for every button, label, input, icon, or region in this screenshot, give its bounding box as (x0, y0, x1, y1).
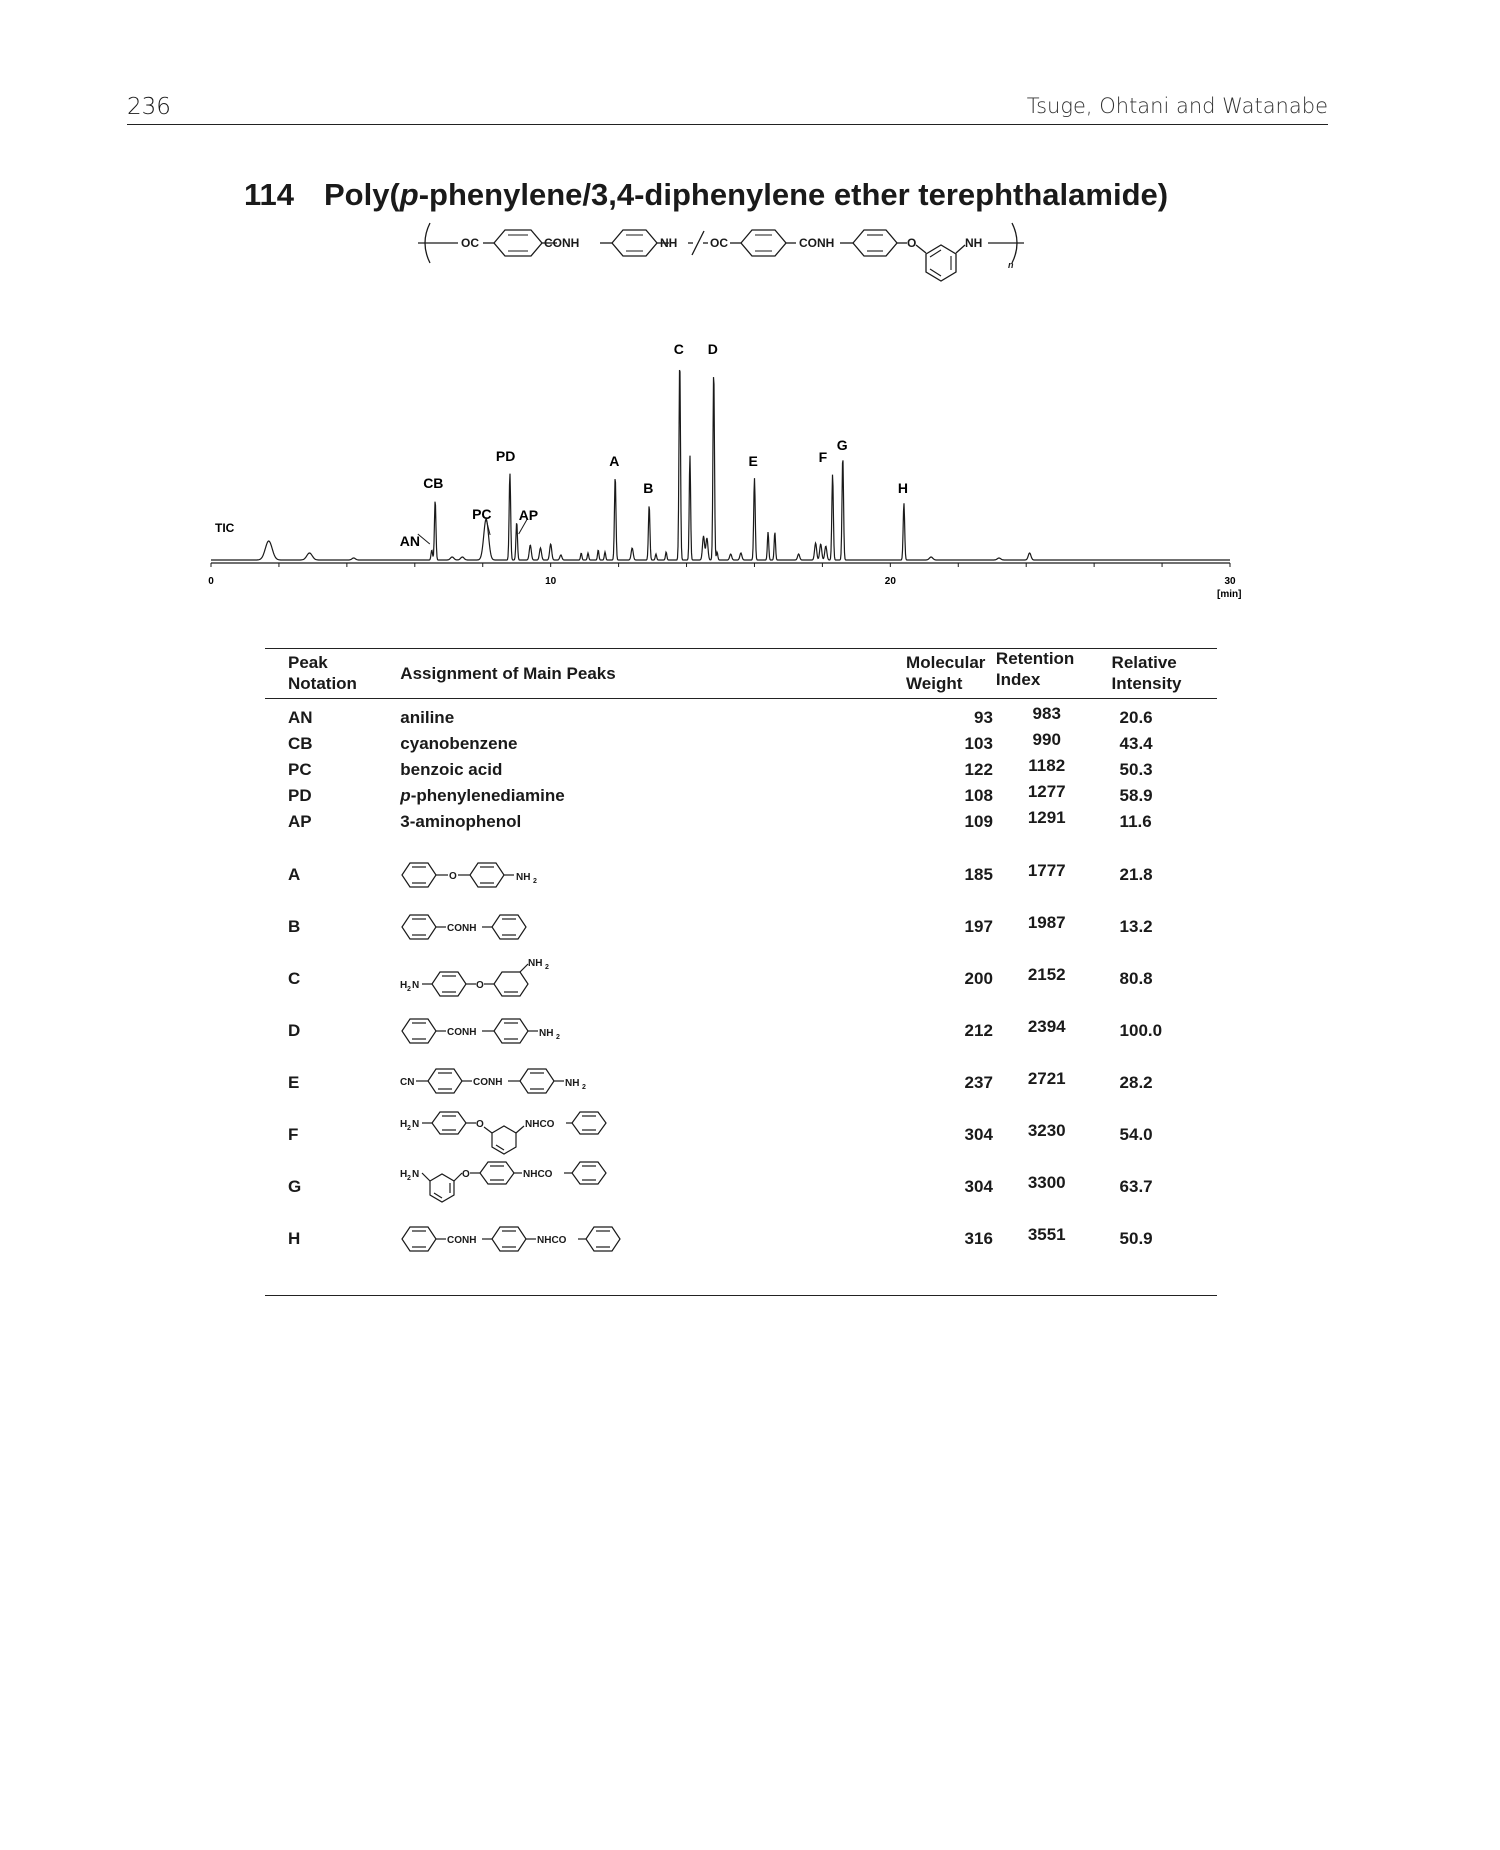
leader-line-an (417, 533, 431, 545)
group-label: NH (965, 236, 982, 250)
table-row: E CN CONH NH 2 237 2721 (265, 1057, 1217, 1109)
table-row: H CONH NHCO 316 3551 50.9 (265, 1213, 1217, 1265)
group-label: CONH (544, 236, 579, 250)
group-label: CONH (799, 236, 834, 250)
table-row: C H 2 N O NH 2 (265, 953, 1217, 1005)
structure-A: O NH 2 (401, 862, 537, 888)
peak-label-c: C (674, 341, 684, 357)
subscript-n: n (1008, 260, 1014, 270)
svg-text:H: H (400, 980, 407, 991)
x-tick-label: 0 (208, 576, 214, 587)
svg-text:O: O (476, 1119, 484, 1130)
table-bottom-rule (265, 1265, 1217, 1296)
svg-text:N: N (412, 1119, 419, 1130)
svg-text:CONH: CONH (447, 1235, 476, 1246)
svg-text:CONH: CONH (447, 923, 476, 934)
svg-text:CONH: CONH (473, 1077, 502, 1088)
trace-label: TIC (215, 521, 235, 535)
svg-text:O: O (449, 871, 457, 882)
svg-text:2: 2 (407, 986, 411, 993)
svg-text:O: O (462, 1169, 470, 1180)
entry-title: 114 Poly(p-phenylene/3,4-diphenylene ethe… (244, 177, 1168, 213)
svg-text:H: H (400, 1119, 407, 1130)
title-part: -phenylene/3,4-diphenylene ether terepht… (418, 177, 1169, 212)
table-row: B CONH 197 1987 13.2 (265, 901, 1217, 953)
x-tick-label: 20 (885, 576, 897, 587)
structure-B: CONH (401, 914, 528, 940)
peak-label-e: E (749, 453, 758, 469)
svg-text:2: 2 (556, 1034, 560, 1041)
svg-text:NHCO: NHCO (523, 1169, 553, 1180)
header-ri: Retention Index (995, 649, 1075, 689)
header-mw: Molecular Weight (906, 653, 986, 693)
tic-trace (211, 369, 1230, 561)
table-row: AP 3-aminophenol 109 1291 11.6 (288, 808, 1152, 831)
group-label: NH (660, 236, 677, 250)
table-row: AN aniline 93 983 20.6 (288, 704, 1153, 727)
svg-text:NHCO: NHCO (525, 1119, 555, 1130)
svg-text:N: N (412, 980, 419, 991)
x-tick-label: 30 (1224, 576, 1236, 587)
svg-text:2: 2 (545, 964, 549, 971)
repeat-unit-structure: OC CONH NH OC CONH O NH n (418, 222, 1024, 282)
table-row: PC benzoic acid 122 1182 50.3 (288, 756, 1153, 779)
structure-H: CONH NHCO (401, 1226, 622, 1252)
svg-text:NH: NH (516, 872, 530, 883)
header-notation: Peak Notation (288, 653, 357, 693)
svg-text:2: 2 (407, 1175, 411, 1182)
x-tick-label: 10 (545, 576, 557, 587)
svg-text:N: N (412, 1169, 419, 1180)
structure-D: CONH NH 2 (401, 1018, 560, 1044)
peak-label-pc: PC (472, 506, 491, 522)
peak-label-pd: PD (496, 448, 515, 464)
x-axis-unit: [min] (1217, 589, 1241, 600)
table-row: G H 2 N O NHCO (265, 1161, 1217, 1213)
table-row: A O NH 2 185 1777 21.8 (265, 835, 1217, 901)
running-head: Tsuge, Ohtani and Watanabe (1026, 94, 1328, 118)
peak-label-ap: AP (519, 507, 538, 523)
peak-label-an: AN (400, 533, 420, 549)
table-header-row: Peak Notation Assignment of Main Peaks Mo… (265, 648, 1217, 699)
group-label: OC (461, 236, 479, 250)
table-row: F H 2 N O NHCO (265, 1109, 1217, 1161)
structure-E: CN CONH NH 2 (400, 1068, 586, 1094)
peak-assignment-table: Peak Notation Assignment of Main Peaks Mo… (265, 648, 1217, 1296)
svg-text:CONH: CONH (447, 1027, 476, 1038)
title-italic: p (399, 177, 419, 212)
svg-text:NH: NH (528, 958, 542, 969)
header-assignment: Assignment of Main Peaks (400, 663, 616, 683)
table-row: CB cyanobenzene 103 990 43.4 (288, 730, 1153, 753)
svg-text:NHCO: NHCO (537, 1235, 567, 1246)
group-label: O (907, 236, 916, 250)
svg-text:H: H (400, 1169, 407, 1180)
header-intensity: Relative Intensity (1111, 653, 1182, 693)
peak-label-g: G (837, 437, 848, 453)
peak-label-d: D (708, 341, 718, 357)
peak-label-b: B (643, 480, 653, 496)
peak-label-a: A (609, 453, 619, 469)
svg-text:O: O (476, 980, 484, 991)
leader-line-ap (518, 519, 528, 535)
svg-text:CN: CN (400, 1077, 414, 1088)
peak-label-f: F (819, 449, 828, 465)
svg-text:2: 2 (582, 1084, 586, 1091)
table-row: PD p-phenylenediamine 108 1277 58.9 (288, 782, 1153, 805)
svg-text:2: 2 (533, 878, 537, 885)
svg-text:NH: NH (565, 1078, 579, 1089)
header-rule (127, 124, 1328, 125)
structure-F: H 2 N O NHCO (400, 1111, 608, 1155)
page-number: 236 (127, 94, 171, 120)
svg-text:NH: NH (539, 1028, 553, 1039)
title-part: Poly( (324, 177, 400, 212)
group-label: OC (710, 236, 728, 250)
structure-G: H 2 N O NHCO (400, 1161, 608, 1203)
tic-chromatogram: AN CB PC PD AP A B C D E FG H 0 10 20 30 TIC [min] (208, 341, 1241, 600)
peak-label-cb: CB (423, 475, 443, 491)
table-row: D CONH NH 2 212 2394 100.0 (265, 1005, 1217, 1057)
structure-C: H 2 N O NH 2 (400, 958, 549, 997)
peak-label-h: H (898, 480, 908, 496)
entry-number: 114 (244, 177, 295, 212)
svg-text:2: 2 (407, 1125, 411, 1132)
